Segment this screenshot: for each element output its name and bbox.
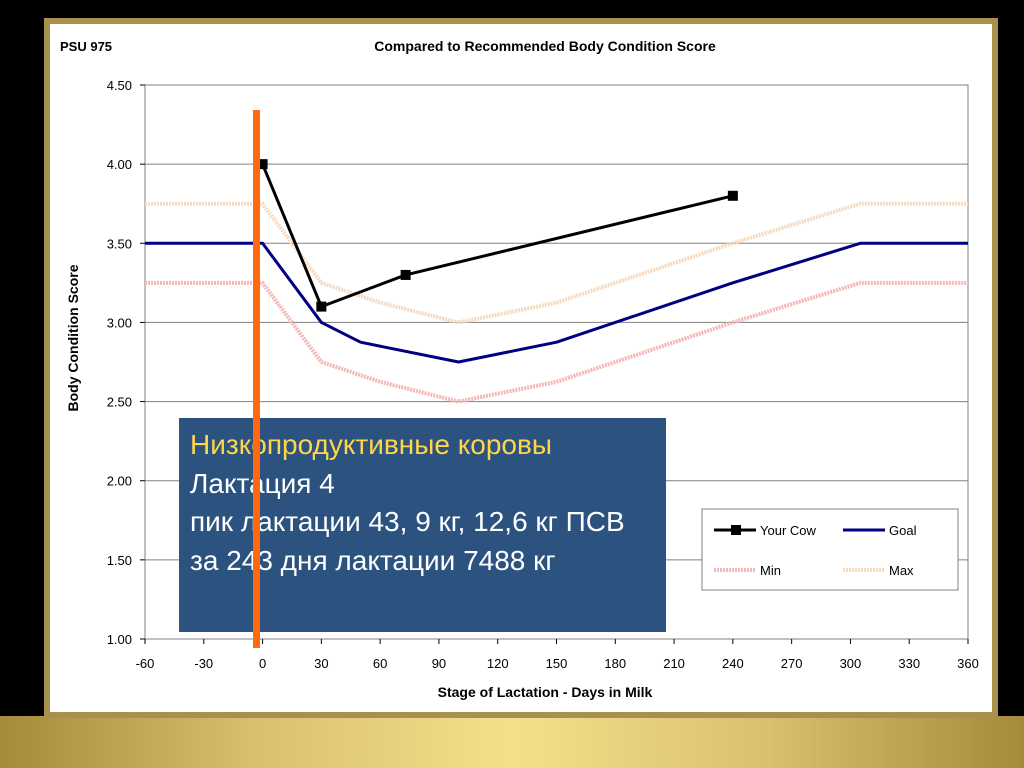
y-tick-label: 4.50 xyxy=(107,78,132,93)
series-line-your-cow xyxy=(261,163,734,309)
y-tick-labels: 1.00 1.50 2.00 2.50 3.00 3.50 4.00 4.50 xyxy=(107,78,132,647)
x-tick-label: 60 xyxy=(373,656,387,671)
y-tick-label: 1.00 xyxy=(107,632,132,647)
y-axis-label: Body Condition Score xyxy=(65,264,81,411)
x-tick-label: 180 xyxy=(604,656,626,671)
info-overlay-box: Низкопродуктивные коровы Лактация 4 пик … xyxy=(179,418,666,632)
x-axis-label: Stage of Lactation - Days in Milk xyxy=(438,684,653,700)
y-tick-label: 4.00 xyxy=(107,157,132,172)
legend-label: Min xyxy=(760,563,781,578)
x-tick-label: 210 xyxy=(663,656,685,671)
your-cow-marker xyxy=(257,159,268,170)
overlay-line-title: Низкопродуктивные коровы xyxy=(190,429,552,460)
legend: Your Cow Goal Min Max xyxy=(701,508,959,591)
x-tick-label: -30 xyxy=(194,656,213,671)
x-tick-label: 90 xyxy=(432,656,446,671)
series-line-max xyxy=(145,201,968,325)
y-tick-label: 2.00 xyxy=(107,474,132,489)
chart-title: Compared to Recommended Body Condition S… xyxy=(374,38,716,54)
x-tick-label: 240 xyxy=(722,656,744,671)
y-tick-label: 2.50 xyxy=(107,395,132,410)
overlay-line-yield: за 243 дня лактации 7488 кг xyxy=(190,544,556,576)
your-cow-marker xyxy=(316,301,327,312)
calving-marker-bar xyxy=(253,110,260,648)
overlay-line-lactation: Лактация 4 xyxy=(190,467,335,499)
legend-label: Goal xyxy=(889,523,917,538)
x-tick-label: 0 xyxy=(259,656,266,671)
x-tick-labels: -60 -30 0 30 60 90 120 150 180 210 240 270 300 330 360 xyxy=(136,656,979,671)
y-tick-label: 3.50 xyxy=(107,236,132,251)
your-cow-marker xyxy=(400,269,411,280)
legend-box xyxy=(701,508,959,591)
y-tick-label: 3.00 xyxy=(107,315,132,330)
x-tick-label: 330 xyxy=(898,656,920,671)
x-tick-label: 360 xyxy=(957,656,979,671)
x-tick-label: 30 xyxy=(314,656,328,671)
series-layer xyxy=(145,159,968,404)
series-line-min xyxy=(145,280,968,404)
y-tick-label: 1.50 xyxy=(107,553,132,568)
overlay-line-peak: пик лактации 43, 9 кг, 12,6 кг ПСВ xyxy=(190,506,625,537)
x-tick-label: 120 xyxy=(487,656,509,671)
gold-footer-band xyxy=(0,716,1024,768)
legend-label: Your Cow xyxy=(760,523,816,538)
x-tick-label: 270 xyxy=(781,656,803,671)
series-line-goal xyxy=(145,241,968,364)
your-cow-marker xyxy=(727,190,738,201)
page-label: PSU 975 xyxy=(60,39,112,54)
legend-marker-your-cow xyxy=(731,525,741,535)
x-tick-label: -60 xyxy=(136,656,155,671)
x-tick-label: 150 xyxy=(546,656,568,671)
legend-label: Max xyxy=(889,563,914,578)
x-tick-label: 300 xyxy=(840,656,862,671)
